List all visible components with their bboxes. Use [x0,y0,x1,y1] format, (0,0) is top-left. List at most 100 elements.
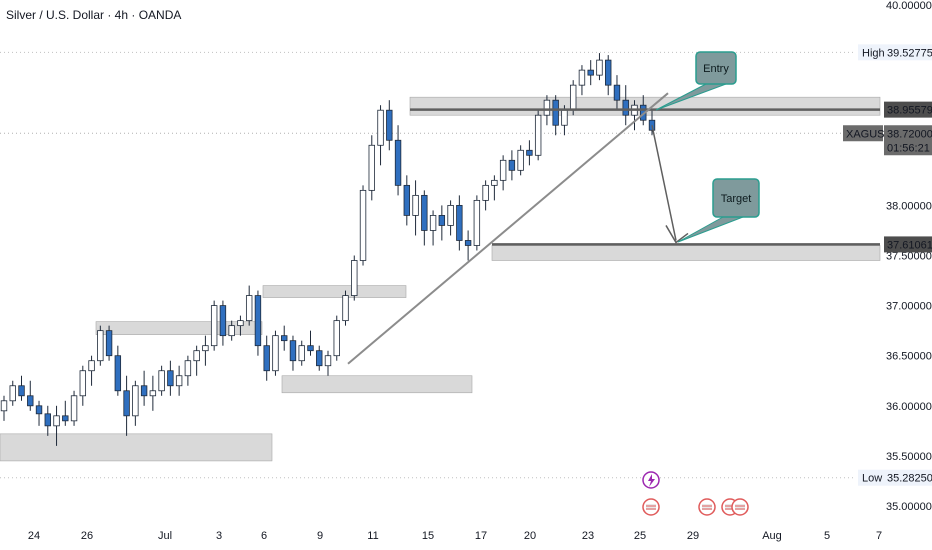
candle-body [569,84,577,111]
x-tick-label: 5 [824,530,830,542]
x-tick-label: 15 [422,530,434,542]
x-tick-label: 24 [28,530,40,542]
x-tick-label: 6 [261,530,267,542]
current-price-bg [884,125,932,156]
candle-body [333,320,340,357]
x-tick-label: Jul [158,530,172,542]
candle-body [499,159,507,181]
candle-body [342,295,349,322]
high-tag-bg [858,44,884,61]
x-tick-label: 29 [687,530,699,542]
x-tick-label: 26 [81,530,93,542]
candle-body [44,413,51,427]
high-value: 39.52775 [887,47,932,59]
candle-body [596,59,603,76]
candle-body [526,149,533,156]
target-level-price-label: 37.61061 [887,239,932,251]
candle-body [175,375,183,387]
candle-body [202,345,209,352]
candle-body [298,345,305,362]
candle-body [18,385,25,397]
y-tick-label: 37.50000 [886,251,932,263]
low-value: 35.28250 [887,473,932,485]
candle-body [149,390,157,397]
low-value-bg [884,469,932,486]
symbol-tag-bg [843,125,883,142]
candle-body [324,355,332,367]
candle-body [210,305,218,347]
candle-body [9,385,16,402]
trendline [347,92,669,365]
candle-body [578,69,586,86]
entry-callout-label: Entry [703,63,729,75]
candle-body [0,400,8,412]
candle-body [132,385,139,417]
candle-body [114,355,122,392]
target-level-price-bg [884,236,932,253]
candle-body [605,59,612,86]
y-tick-label: 38.00000 [886,200,932,212]
x-tick-label: 23 [582,530,594,542]
candle-body [272,335,279,372]
x-tick-label: 7 [876,530,882,542]
candle-body [193,350,200,362]
candle-body [245,295,253,322]
x-tick-label: 9 [317,530,323,542]
lightning-icon-bolt [648,474,655,487]
candle-body [140,385,148,397]
candle-body [184,360,192,377]
target-callout-pointer [677,216,744,243]
candle-body [386,109,393,141]
candle-body [53,415,60,427]
x-tick-label: 17 [475,530,487,542]
candle-body [464,240,472,246]
candle-body [316,350,323,367]
y-tick-label: 36.00000 [886,401,932,413]
us-flag-icon-inner [725,504,735,510]
candle-body [237,320,244,327]
candle-body [517,149,524,171]
x-tick-label: 25 [634,530,646,542]
candle-body [429,215,437,231]
candle-body [403,184,411,216]
us-flag-icon-inner [646,504,656,510]
candle-body [482,184,489,201]
candle-body [394,139,402,186]
candle-body [377,109,384,146]
entry-level-price-label: 38.95579 [887,105,932,117]
candle-body [622,99,629,116]
supply-demand-zone [281,375,473,394]
candle-body [543,99,551,116]
candle-body [359,189,367,261]
us-flag-icon-inner [702,504,712,510]
y-tick-label: 35.50000 [886,451,932,463]
arrow-head [665,225,689,244]
candle-body [70,395,78,422]
candle-body [158,370,165,392]
supply-demand-zone [491,245,881,261]
candle-body [491,179,498,186]
candle-body [613,84,621,101]
candle-body [289,340,297,362]
candle-body [368,144,375,191]
low-tag-label: Low [862,473,882,485]
candle-body [552,99,559,126]
candle-body [561,109,568,126]
x-tick-label: 11 [367,530,378,542]
entry-level-price-bg [884,101,932,118]
y-tick-label: 35.00000 [886,501,932,513]
candle-body [27,395,34,407]
candle-body [254,295,262,347]
x-tick-label: 20 [524,530,536,542]
candle-body [421,194,428,231]
chart-title: Silver / U.S. Dollar · 4h · OANDA [6,8,182,22]
us-flag-icon-inner [735,504,745,510]
candle-body [351,260,358,296]
candle-body [88,360,95,372]
candle-body [281,335,288,342]
current-price: 38.72000 [887,128,932,140]
y-tick-label: 40.00000 [886,0,932,12]
candle-body [105,330,113,357]
